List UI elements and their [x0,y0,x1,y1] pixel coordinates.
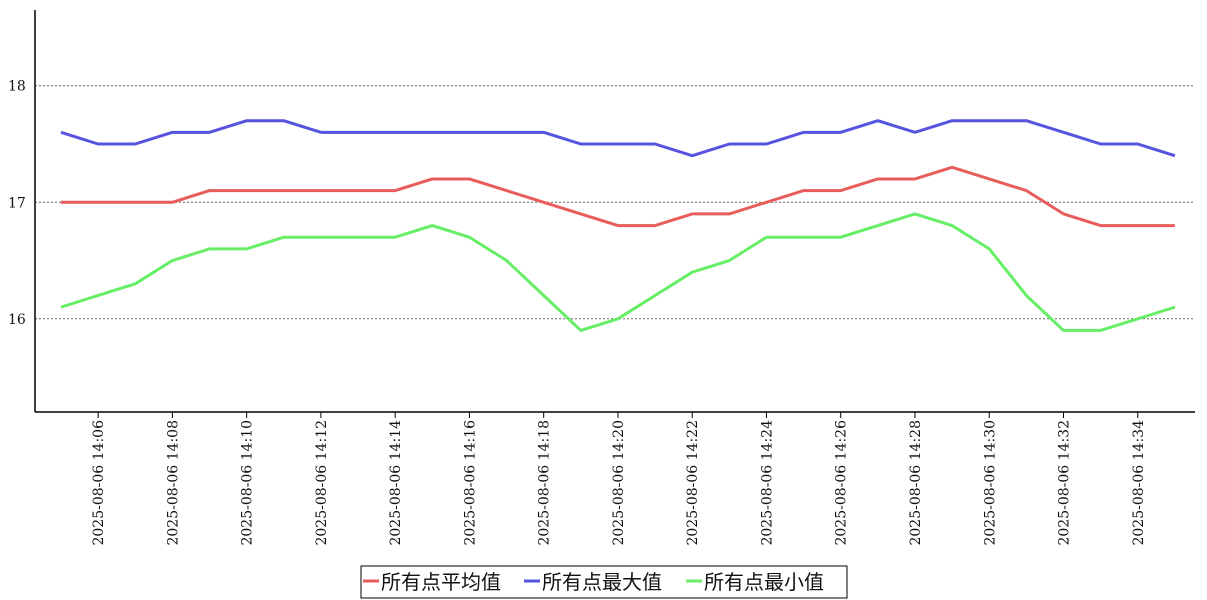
x-tick-label: 2025-08-06 14:24 [759,420,775,546]
legend-label: 所有点最大值 [542,570,662,594]
series-line-1 [60,119,1176,158]
legend-label: 所有点最小值 [704,570,824,594]
x-tick-label: 2025-08-06 14:06 [91,420,107,546]
x-tick-label: 2025-08-06 14:32 [1057,420,1073,546]
x-tick-label: 2025-08-06 14:30 [982,420,998,546]
x-tick-label: 2025-08-06 14:34 [1131,420,1147,546]
legend: 所有点平均值 所有点最大值 所有点最小值 [360,565,848,599]
x-axis-ticks: 2025-08-06 14:06 2025-08-06 14:08 2025-08-… [91,412,1147,546]
legend-box [360,565,848,599]
x-tick-label: 2025-08-06 14:14 [388,420,404,546]
legend-label: 所有点平均值 [381,570,501,594]
x-tick-label: 2025-08-06 14:22 [685,420,701,546]
y-axis-ticks: 16 17 18 [8,79,26,328]
x-tick-label: 2025-08-06 14:18 [537,420,553,546]
x-tick-label: 2025-08-06 14:28 [908,420,924,546]
x-tick-label: 2025-08-06 14:08 [165,420,181,546]
y-tick-label: 17 [8,195,26,211]
series-line-2 [60,212,1176,332]
series-line-0 [61,165,1175,228]
x-tick-label: 2025-08-06 14:16 [462,420,478,546]
y-tick-label: 18 [8,79,26,95]
y-tick-label: 16 [8,312,26,328]
series-lines [60,119,1176,332]
x-tick-label: 2025-08-06 14:20 [611,420,627,546]
x-tick-label: 2025-08-06 14:12 [314,420,330,546]
x-tick-label: 2025-08-06 14:26 [834,420,850,546]
x-tick-label: 2025-08-06 14:10 [240,420,256,546]
